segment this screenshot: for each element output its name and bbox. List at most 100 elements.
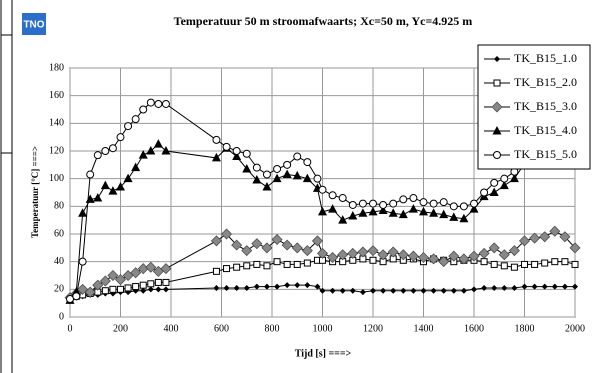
marker xyxy=(501,284,508,291)
marker xyxy=(232,151,242,161)
marker xyxy=(338,215,348,224)
marker xyxy=(429,208,439,217)
marker xyxy=(571,260,579,268)
marker xyxy=(146,98,155,107)
legend-label: TK_B15_2.0 xyxy=(514,75,577,89)
marker xyxy=(78,208,88,217)
marker xyxy=(124,122,133,131)
marker xyxy=(418,252,429,264)
marker xyxy=(348,200,357,209)
marker xyxy=(116,133,125,142)
marker xyxy=(510,263,518,271)
marker xyxy=(313,174,322,183)
marker xyxy=(294,282,301,289)
marker xyxy=(379,200,388,209)
marker xyxy=(370,287,376,294)
marker xyxy=(569,242,581,254)
marker xyxy=(327,252,339,264)
marker xyxy=(283,260,291,268)
marker xyxy=(123,173,133,183)
marker xyxy=(449,202,458,211)
marker xyxy=(494,56,500,62)
marker xyxy=(493,79,501,87)
marker xyxy=(440,287,447,294)
marker xyxy=(303,259,311,267)
marker xyxy=(155,286,162,293)
marker xyxy=(419,198,428,207)
marker xyxy=(222,142,231,151)
marker xyxy=(263,262,271,270)
marker xyxy=(242,149,251,158)
marker xyxy=(231,239,243,251)
marker xyxy=(318,185,327,194)
marker xyxy=(293,152,302,161)
marker xyxy=(471,286,477,293)
marker xyxy=(302,173,312,183)
marker xyxy=(116,181,125,191)
marker xyxy=(272,173,282,183)
marker xyxy=(131,115,140,124)
marker xyxy=(99,275,111,287)
marker xyxy=(348,211,358,220)
marker xyxy=(429,199,438,208)
marker xyxy=(291,242,303,254)
marker xyxy=(140,287,147,294)
marker xyxy=(378,205,388,214)
marker xyxy=(449,212,459,221)
x-tick-label: 0 xyxy=(68,323,73,334)
marker xyxy=(115,274,126,286)
marker xyxy=(212,267,220,275)
marker xyxy=(499,180,509,190)
marker xyxy=(380,287,387,294)
chart-title: Temperatuur 50 m stroomafwaarts; Xc=50 m… xyxy=(174,14,473,28)
frame-box xyxy=(0,34,13,154)
marker xyxy=(491,101,503,113)
marker xyxy=(329,287,336,294)
marker xyxy=(541,283,548,290)
marker xyxy=(521,260,528,268)
marker xyxy=(261,242,273,254)
marker xyxy=(498,249,510,261)
marker xyxy=(521,283,528,290)
marker xyxy=(108,186,118,195)
y-tick-label: 180 xyxy=(49,62,64,73)
marker xyxy=(301,245,313,257)
marker xyxy=(377,249,389,261)
y-tick-label: 140 xyxy=(49,118,64,129)
marker xyxy=(92,279,104,291)
legend-label: TK_B15_4.0 xyxy=(514,123,577,137)
legend-label: TK_B15_1.0 xyxy=(514,51,577,65)
marker xyxy=(399,195,408,204)
marker xyxy=(273,258,281,266)
marker xyxy=(223,284,230,291)
marker xyxy=(271,234,283,246)
y-tick-label: 100 xyxy=(49,173,64,184)
y-tick-label: 120 xyxy=(49,145,64,156)
marker xyxy=(304,282,311,289)
marker xyxy=(489,187,499,196)
marker xyxy=(480,188,489,197)
marker xyxy=(369,256,377,264)
marker xyxy=(108,144,117,153)
marker xyxy=(541,259,549,267)
marker xyxy=(93,193,103,202)
marker xyxy=(161,146,171,155)
y-tick-label: 60 xyxy=(54,228,64,239)
marker xyxy=(481,284,488,291)
marker xyxy=(100,180,110,190)
marker xyxy=(511,284,518,291)
marker xyxy=(139,105,148,114)
marker xyxy=(130,267,142,279)
marker xyxy=(138,150,148,159)
marker xyxy=(390,287,397,294)
marker xyxy=(549,225,561,237)
x-tick-label: 1600 xyxy=(464,323,484,334)
marker xyxy=(253,283,260,290)
marker xyxy=(211,152,221,162)
marker xyxy=(328,204,338,213)
marker xyxy=(347,247,359,259)
marker xyxy=(319,287,326,294)
marker xyxy=(369,199,377,208)
marker xyxy=(293,260,301,268)
marker xyxy=(311,235,323,247)
